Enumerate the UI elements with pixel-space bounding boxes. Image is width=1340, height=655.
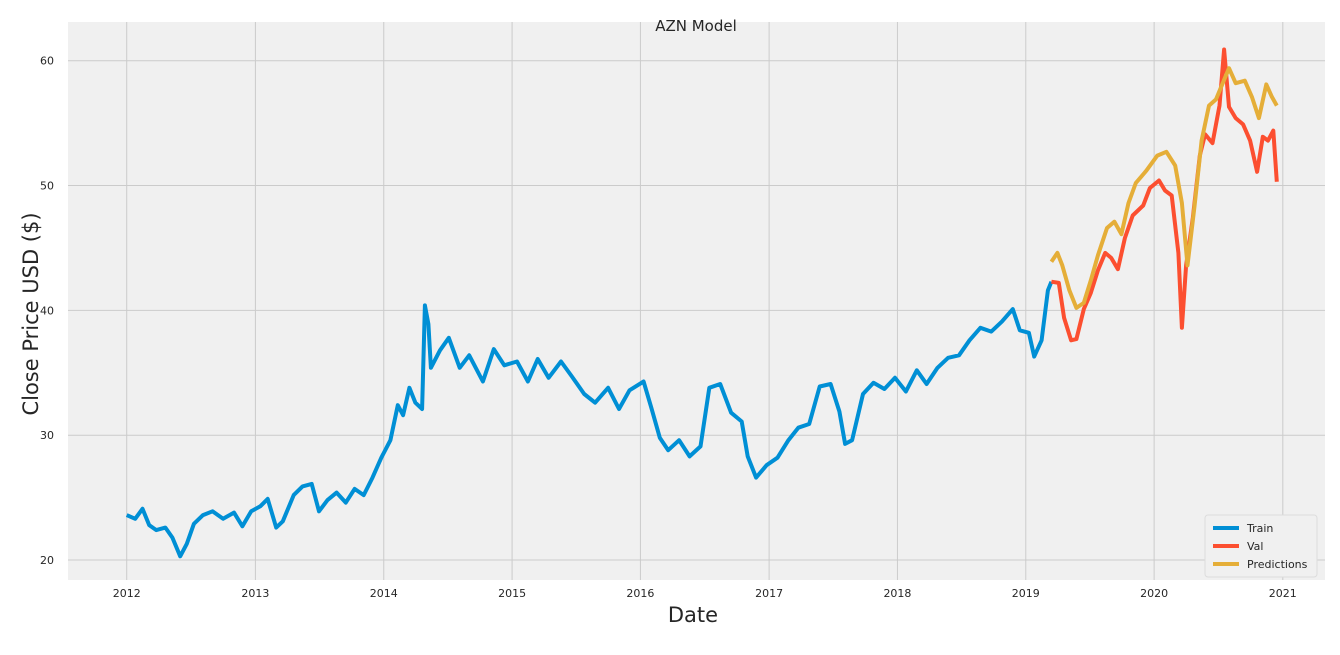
legend-entry: Predictions: [1247, 558, 1308, 571]
chart-title: AZN Model: [655, 17, 737, 35]
x-tick-label: 2014: [370, 587, 398, 600]
x-tick-label: 2013: [241, 587, 269, 600]
tick-labels: 2012 2013 2014 2015 2016 2017 2018 2019 2020 2021…: [40, 55, 1297, 600]
x-tick-label: 2012: [113, 587, 141, 600]
y-axis-label: Close Price USD ($): [19, 212, 43, 415]
y-tick-label: 50: [40, 180, 54, 193]
y-tick-label: 60: [40, 55, 54, 68]
x-tick-label: 2015: [498, 587, 526, 600]
y-tick-label: 20: [40, 554, 54, 567]
series-line-val: [1051, 47, 1279, 343]
x-axis-label: Date: [668, 603, 718, 627]
legend-frame: [1204, 514, 1318, 578]
grid: [68, 22, 1325, 580]
x-tick-label: 2018: [883, 587, 911, 600]
x-tick-label: 2016: [626, 587, 654, 600]
y-tick-label: 40: [40, 304, 54, 317]
legend-entry: Train: [1246, 522, 1273, 535]
y-tick-label: 30: [40, 429, 54, 442]
plot-background: [68, 22, 1325, 580]
series-line-train: [125, 280, 1054, 559]
legend-entry: Val: [1247, 540, 1263, 553]
x-tick-label: 2021: [1269, 587, 1297, 600]
x-tick-label: 2017: [755, 587, 783, 600]
x-tick-label: 2019: [1012, 587, 1040, 600]
legend: Train Val Predictions: [1204, 514, 1318, 578]
x-tick-label: 2020: [1140, 587, 1168, 600]
series-layer: [125, 47, 1279, 559]
series-line-predictions: [1049, 66, 1279, 310]
